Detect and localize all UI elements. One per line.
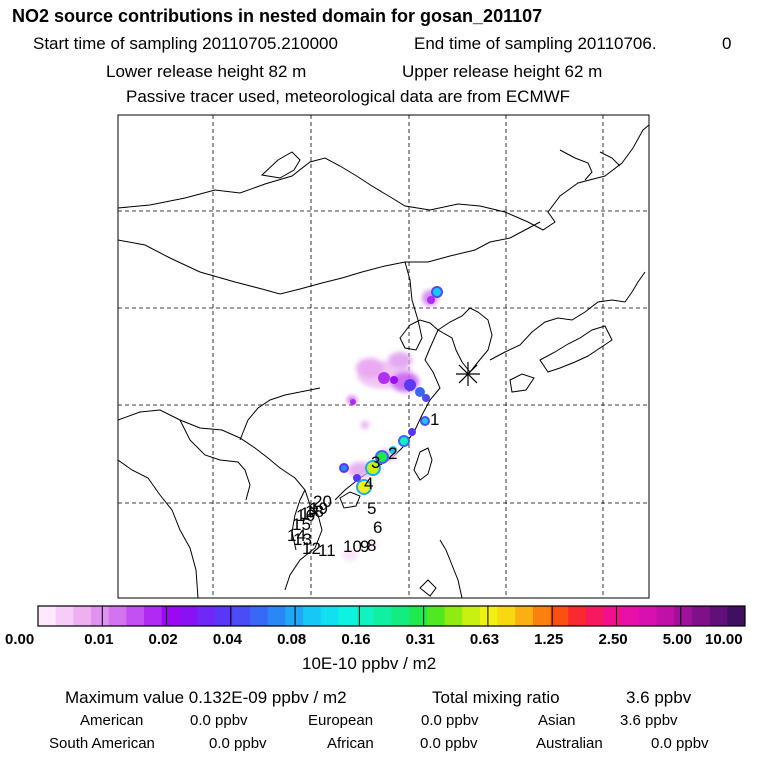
colorbar-tick-label: 0.31 — [405, 631, 435, 648]
colorbar-tick-label: 0.00 — [5, 631, 35, 648]
trajectory-label: 11 — [318, 541, 336, 560]
colorbar-tick-label: 0.01 — [84, 631, 114, 648]
trajectory-label: 8 — [367, 536, 376, 555]
trajectory-label: 18 — [305, 502, 324, 521]
map-frame — [117, 114, 650, 599]
colorbar-tick-label: 10.00 — [705, 631, 743, 648]
region-value-asian: 3.6 ppbv — [620, 712, 678, 729]
region-name-african: African — [327, 735, 374, 752]
trajectory-label: 9 — [360, 537, 369, 556]
colorbar-tick-label: 0.04 — [212, 631, 243, 648]
region-value-african: 0.0 ppbv — [420, 735, 478, 752]
trajectory-label: 14 — [287, 526, 306, 545]
trajectory-label: 1 — [430, 410, 439, 429]
colorbar-tick-label: 0.02 — [148, 631, 178, 648]
colorbar-tick-label: 0.16 — [341, 631, 371, 648]
trajectory-label: 12 — [302, 539, 321, 558]
region-value-american: 0.0 ppbv — [190, 712, 248, 729]
coastlines — [118, 124, 649, 598]
trajectory-label: 4 — [364, 474, 373, 493]
trajectory-label: 15 — [292, 515, 311, 534]
trajectory-label: 13 — [293, 530, 312, 549]
trajectory-label: 3 — [371, 453, 380, 472]
end-time-hour: 0 — [722, 34, 732, 53]
region-name-american: American — [80, 712, 144, 729]
asterisk-receptor-icon — [456, 362, 480, 386]
map-panel: 1 2 3 4 5 6 8 9 10 11 12 13 14 15 16 17 … — [117, 114, 650, 599]
colorbar-tick-label: 0.63 — [469, 631, 500, 648]
trajectory-label: 20 — [313, 492, 332, 511]
colorbar-units: 10E-10 ppbv / m2 — [302, 654, 437, 673]
trajectory-label: 16 — [296, 506, 315, 525]
colorbar-tick-label: 0.08 — [277, 631, 307, 648]
colorbar-tick-label: 5.00 — [662, 631, 692, 648]
region-value-south-american: 0.0 ppbv — [209, 735, 267, 752]
region-name-australian: Australian — [536, 735, 603, 752]
total-mixing-ratio-label: Total mixing ratio — [432, 688, 560, 707]
trajectory-label: 5 — [367, 499, 376, 518]
region-name-south-american: South American — [49, 735, 155, 752]
start-time-label: Start time of sampling 20110705.210000 — [33, 34, 338, 53]
trajectory-label: 19 — [309, 499, 328, 518]
concentration-field — [339, 286, 443, 561]
trajectory-label: 2 — [388, 444, 397, 463]
colorbar-tick-label: 2.50 — [598, 631, 628, 648]
region-name-european: European — [308, 712, 374, 729]
plot-title: NO2 source contributions in nested domai… — [12, 6, 543, 26]
upper-release-height: Upper release height 62 m — [402, 62, 603, 81]
region-value-european: 0.0 ppbv — [421, 712, 479, 729]
lower-release-height: Lower release height 82 m — [106, 62, 307, 81]
colorbar-tick-label: 1.25 — [534, 631, 564, 648]
region-name-asian: Asian — [538, 712, 576, 729]
maximum-value: Maximum value 0.132E-09 ppbv / m2 — [65, 688, 347, 707]
trajectory-label: 17 — [300, 504, 319, 523]
tracer-info: Passive tracer used, meteorological data… — [126, 87, 571, 106]
region-value-australian: 0.0 ppbv — [651, 735, 709, 752]
trajectory-label: 6 — [373, 518, 382, 537]
map-gridlines — [118, 115, 649, 598]
trajectory-label: 10 — [343, 537, 362, 556]
end-time-label: End time of sampling 20110706. — [414, 34, 657, 53]
total-mixing-ratio-value: 3.6 ppbv — [626, 688, 692, 707]
